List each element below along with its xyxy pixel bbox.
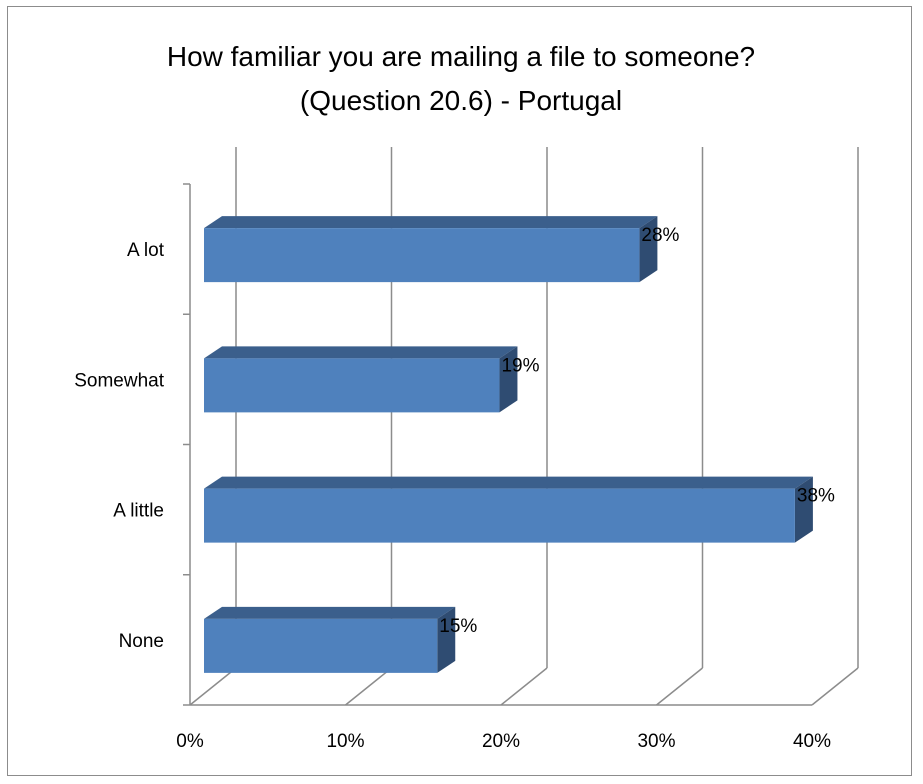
y-tick-label: Somewhat — [74, 370, 164, 391]
bar-front — [204, 488, 795, 543]
bar-top — [204, 606, 456, 619]
y-tick-label: A lot — [127, 240, 165, 261]
floor-gridline — [811, 667, 859, 706]
bar-side — [437, 606, 456, 673]
bar-a-lot — [204, 216, 658, 283]
data-label: 38% — [797, 486, 835, 507]
y-tick-label: A little — [113, 501, 164, 522]
bar-side — [639, 216, 658, 283]
floor-gridline — [500, 667, 548, 706]
axes — [183, 183, 812, 706]
bar-somewhat — [204, 346, 518, 413]
y-tick-label: None — [119, 631, 164, 652]
bar-top — [204, 216, 658, 229]
chart-title-line-2: (Question 20.6) - Portugal — [300, 85, 622, 116]
x-tick-label: 10% — [326, 731, 364, 752]
bar-front — [204, 618, 438, 673]
floor-gridline — [189, 667, 237, 706]
bar-side — [499, 346, 518, 413]
bar-top — [204, 346, 518, 359]
bars — [204, 216, 813, 673]
x-tick-label: 0% — [176, 731, 204, 752]
data-label: 19% — [501, 355, 539, 376]
data-label: 15% — [439, 616, 477, 637]
bar-side — [794, 476, 813, 543]
bar-none — [204, 606, 456, 673]
bar-a-little — [204, 476, 813, 543]
bar-front — [204, 358, 500, 413]
x-tick-label: 30% — [637, 731, 675, 752]
x-tick-label: 20% — [482, 731, 520, 752]
bar-top — [204, 476, 813, 489]
x-tick-label: 40% — [793, 731, 831, 752]
floor-gridline — [345, 667, 392, 706]
chart-title-line-1: How familiar you are mailing a file to s… — [167, 41, 755, 72]
labels: 0% 10% 20% 30% 40% A lot 28% Somewhat 19% A littl… — [74, 225, 835, 752]
bar-front — [204, 228, 640, 283]
data-label: 28% — [641, 225, 679, 246]
floor-gridline — [656, 667, 703, 706]
